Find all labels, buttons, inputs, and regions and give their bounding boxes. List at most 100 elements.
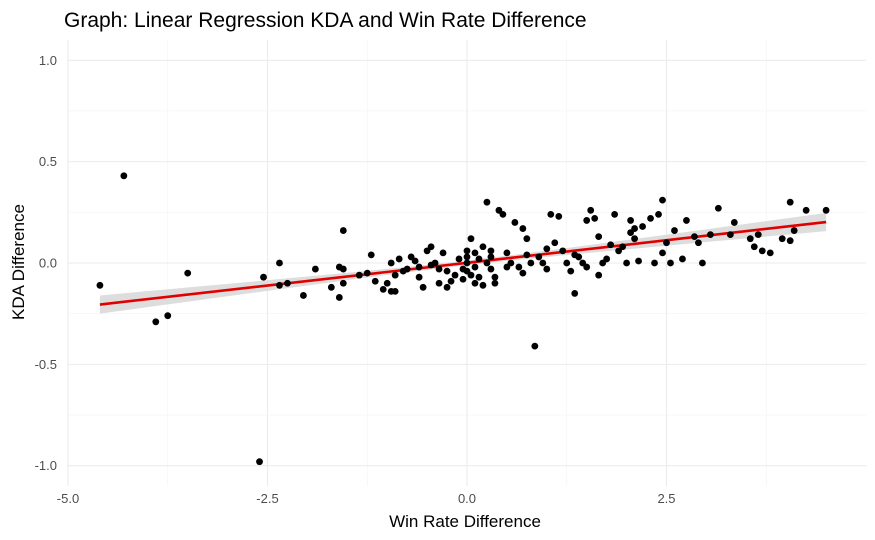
data-point xyxy=(415,263,423,271)
data-point xyxy=(503,249,511,257)
data-point xyxy=(671,227,678,234)
data-point xyxy=(395,255,403,263)
data-point xyxy=(663,239,670,247)
data-point xyxy=(415,273,423,281)
data-point xyxy=(706,231,714,239)
data-point xyxy=(499,210,507,218)
data-point xyxy=(603,255,611,263)
data-point xyxy=(523,251,531,259)
data-point xyxy=(535,253,543,261)
data-point xyxy=(714,204,722,212)
data-point xyxy=(475,255,483,263)
data-point xyxy=(647,215,654,222)
data-point xyxy=(363,269,371,277)
data-point xyxy=(527,259,535,267)
data-point xyxy=(403,265,411,273)
y-tick-label: -0.5 xyxy=(35,357,57,372)
data-point xyxy=(387,259,395,267)
data-point xyxy=(539,259,547,267)
data-point xyxy=(184,269,192,277)
data-point xyxy=(276,281,283,289)
y-tick-label: -1.0 xyxy=(35,458,57,473)
data-point xyxy=(551,239,559,247)
data-point xyxy=(595,271,603,279)
data-point xyxy=(623,259,630,267)
data-point xyxy=(667,259,674,267)
data-point xyxy=(555,212,563,220)
data-point xyxy=(730,219,738,226)
data-point xyxy=(335,294,343,301)
data-point xyxy=(607,241,615,249)
chart-title: Graph: Linear Regression KDA and Win Rat… xyxy=(64,9,587,32)
data-point xyxy=(479,243,487,251)
data-point xyxy=(511,219,519,226)
x-axis-ticks: -5.0 -2.5 0.0 2.5 xyxy=(57,491,676,506)
data-point xyxy=(260,273,267,281)
data-point xyxy=(635,257,642,265)
data-point xyxy=(284,279,291,287)
data-point xyxy=(355,271,363,279)
x-axis-title: Win Rate Difference xyxy=(389,512,541,531)
data-point xyxy=(531,342,539,350)
data-point xyxy=(463,259,471,267)
data-point xyxy=(379,285,387,293)
data-point xyxy=(758,247,766,255)
data-point xyxy=(627,217,634,224)
data-point xyxy=(695,239,702,247)
data-point xyxy=(451,271,459,279)
data-point xyxy=(391,271,399,279)
data-point xyxy=(746,235,754,243)
data-point xyxy=(651,259,658,267)
data-point xyxy=(463,247,471,255)
data-point xyxy=(467,235,475,243)
data-point xyxy=(459,275,467,283)
data-point xyxy=(339,279,347,287)
data-point xyxy=(778,235,786,243)
data-point xyxy=(483,198,491,206)
data-point xyxy=(339,227,347,234)
data-point xyxy=(790,227,798,234)
data-point xyxy=(435,265,443,273)
data-point xyxy=(447,277,455,285)
data-point xyxy=(471,279,479,287)
data-point xyxy=(547,210,555,218)
data-point xyxy=(659,249,666,257)
data-point xyxy=(631,235,638,243)
x-tick-label: -2.5 xyxy=(256,491,278,506)
x-tick-label: -5.0 xyxy=(57,491,79,506)
data-point xyxy=(327,283,335,291)
x-tick-label: 0.0 xyxy=(458,491,476,506)
data-point xyxy=(567,267,575,275)
data-point xyxy=(443,283,451,291)
data-point xyxy=(439,249,447,257)
data-point xyxy=(367,251,375,259)
data-point xyxy=(571,290,579,297)
data-point xyxy=(96,281,104,289)
data-point xyxy=(699,259,706,267)
data-point xyxy=(611,210,619,218)
data-point xyxy=(487,247,495,255)
data-point xyxy=(591,215,599,222)
data-point xyxy=(164,312,172,320)
data-point xyxy=(471,249,479,257)
data-point xyxy=(443,267,451,275)
data-point xyxy=(683,217,690,224)
y-axis-ticks: -1.0 -0.5 0.0 0.5 1.0 xyxy=(35,53,57,473)
data-point xyxy=(822,206,830,214)
data-point xyxy=(419,283,427,291)
data-point xyxy=(726,231,734,239)
data-point xyxy=(491,279,499,287)
data-point xyxy=(543,265,551,273)
data-point xyxy=(655,210,662,218)
data-point xyxy=(467,271,475,279)
data-point xyxy=(766,249,774,257)
data-point xyxy=(487,265,495,273)
data-point xyxy=(487,253,495,261)
y-tick-label: 1.0 xyxy=(39,53,57,68)
data-points xyxy=(96,172,830,466)
data-point xyxy=(120,172,128,180)
data-point xyxy=(455,255,463,263)
data-point xyxy=(256,458,263,466)
data-point xyxy=(519,225,527,232)
